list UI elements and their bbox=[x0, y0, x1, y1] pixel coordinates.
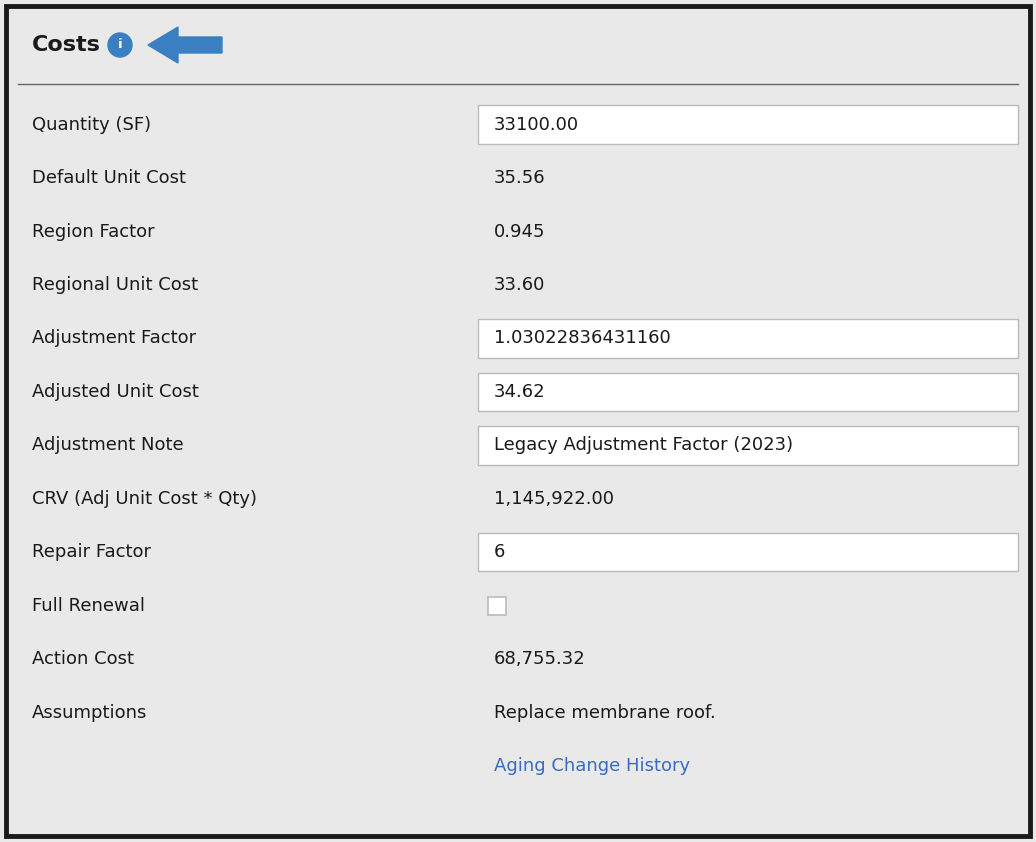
Text: Adjustment Factor: Adjustment Factor bbox=[32, 329, 196, 348]
Text: 35.56: 35.56 bbox=[494, 169, 546, 187]
Text: Adjusted Unit Cost: Adjusted Unit Cost bbox=[32, 383, 199, 401]
Text: Region Factor: Region Factor bbox=[32, 222, 154, 241]
FancyBboxPatch shape bbox=[478, 426, 1018, 465]
Text: i: i bbox=[118, 39, 122, 51]
Text: Legacy Adjustment Factor (2023): Legacy Adjustment Factor (2023) bbox=[494, 436, 794, 455]
Text: Aging Change History: Aging Change History bbox=[494, 757, 690, 775]
Text: Replace membrane roof.: Replace membrane roof. bbox=[494, 704, 716, 722]
Text: CRV (Adj Unit Cost * Qty): CRV (Adj Unit Cost * Qty) bbox=[32, 490, 257, 508]
Text: Quantity (SF): Quantity (SF) bbox=[32, 115, 151, 134]
FancyBboxPatch shape bbox=[6, 6, 1030, 836]
Text: Action Cost: Action Cost bbox=[32, 650, 134, 668]
Text: Default Unit Cost: Default Unit Cost bbox=[32, 169, 186, 187]
Text: 1,145,922.00: 1,145,922.00 bbox=[494, 490, 614, 508]
Text: 6: 6 bbox=[494, 543, 506, 562]
Circle shape bbox=[108, 33, 132, 57]
Text: Regional Unit Cost: Regional Unit Cost bbox=[32, 276, 198, 294]
FancyBboxPatch shape bbox=[488, 597, 506, 615]
FancyBboxPatch shape bbox=[478, 105, 1018, 144]
Text: 0.945: 0.945 bbox=[494, 222, 546, 241]
Text: 33.60: 33.60 bbox=[494, 276, 545, 294]
FancyBboxPatch shape bbox=[478, 319, 1018, 358]
Text: 68,755.32: 68,755.32 bbox=[494, 650, 585, 668]
Text: Costs: Costs bbox=[32, 35, 100, 55]
Text: Repair Factor: Repair Factor bbox=[32, 543, 151, 562]
Text: Full Renewal: Full Renewal bbox=[32, 597, 145, 615]
Text: 34.62: 34.62 bbox=[494, 383, 546, 401]
Text: Adjustment Note: Adjustment Note bbox=[32, 436, 183, 455]
Text: 33100.00: 33100.00 bbox=[494, 115, 579, 134]
Text: 1.03022836431160: 1.03022836431160 bbox=[494, 329, 670, 348]
FancyBboxPatch shape bbox=[478, 373, 1018, 411]
Text: Assumptions: Assumptions bbox=[32, 704, 147, 722]
FancyBboxPatch shape bbox=[478, 533, 1018, 572]
FancyArrow shape bbox=[148, 27, 222, 63]
